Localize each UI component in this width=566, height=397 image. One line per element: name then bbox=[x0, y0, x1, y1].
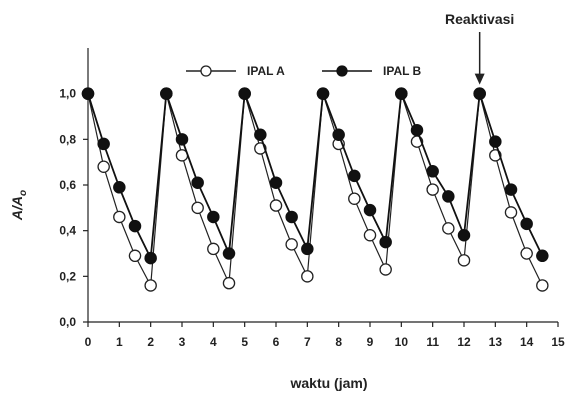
x-tick-label: 3 bbox=[179, 335, 186, 349]
y-axis-title-main: A/A bbox=[9, 196, 25, 221]
legend: IPAL A IPAL B bbox=[186, 64, 422, 78]
reaktivasi-arrow-head bbox=[474, 73, 485, 85]
y-tick-label: 0,2 bbox=[59, 269, 76, 283]
data-point bbox=[520, 247, 533, 260]
x-tick-label: 11 bbox=[426, 335, 439, 349]
data-point bbox=[504, 183, 518, 196]
data-point bbox=[426, 165, 439, 178]
data-point bbox=[489, 135, 502, 148]
x-tick-label: 2 bbox=[147, 335, 154, 349]
y-tick-label: 1,0 bbox=[59, 87, 76, 101]
data-point bbox=[254, 128, 267, 142]
data-point bbox=[395, 87, 408, 100]
data-point bbox=[536, 249, 549, 263]
x-tick-label: 8 bbox=[335, 335, 342, 349]
data-point bbox=[222, 276, 236, 290]
data-point bbox=[410, 123, 424, 137]
data-point bbox=[442, 190, 455, 203]
x-tick-label: 14 bbox=[520, 335, 534, 349]
legend-label-ipal-a: IPAL A bbox=[247, 64, 285, 78]
data-point bbox=[285, 238, 298, 251]
data-point bbox=[379, 235, 392, 249]
data-point bbox=[144, 251, 157, 265]
y-tick-label: 0,6 bbox=[59, 178, 76, 192]
x-tick-label: 7 bbox=[304, 335, 311, 349]
series-line bbox=[87, 90, 544, 262]
reaktivasi-annotation: Reaktivasi bbox=[445, 11, 514, 85]
y-axis-title-subscript: o bbox=[18, 190, 29, 196]
x-ticks: 0 1 2 3 4 5 6 7 8 9 10 11 12 13 14 15 bbox=[85, 322, 565, 349]
data-point bbox=[191, 201, 204, 215]
data-point bbox=[332, 128, 345, 142]
data-point bbox=[301, 242, 314, 256]
data-point bbox=[175, 133, 189, 146]
x-tick-label: 10 bbox=[395, 335, 409, 349]
data-point bbox=[207, 242, 220, 256]
data-point bbox=[97, 160, 110, 173]
data-point bbox=[160, 87, 173, 100]
data-point bbox=[379, 263, 392, 276]
data-point bbox=[363, 228, 377, 242]
data-point bbox=[81, 87, 95, 100]
data-point bbox=[316, 87, 330, 100]
x-tick-label: 15 bbox=[551, 335, 565, 349]
series-1 bbox=[81, 87, 549, 265]
data-point bbox=[301, 270, 314, 283]
data-point bbox=[144, 279, 157, 292]
y-axis-title: A/Ao bbox=[9, 190, 29, 221]
data-point bbox=[269, 199, 283, 212]
y-tick-label: 0,0 bbox=[59, 315, 76, 329]
data-point bbox=[269, 176, 283, 189]
legend-item-ipal-a: IPAL A bbox=[186, 64, 285, 78]
data-point bbox=[207, 210, 220, 224]
data-point bbox=[473, 87, 486, 100]
data-point bbox=[128, 249, 142, 263]
y-ticks: 0,0 0,2 0,4 0,6 0,8 1,0 bbox=[59, 87, 88, 329]
x-tick-label: 12 bbox=[457, 335, 471, 349]
x-tick-label: 6 bbox=[273, 335, 280, 349]
data-point bbox=[457, 228, 471, 242]
data-point bbox=[457, 254, 471, 267]
data-point bbox=[348, 192, 361, 205]
data-point bbox=[113, 181, 126, 194]
x-tick-label: 9 bbox=[367, 335, 374, 349]
legend-item-ipal-b: IPAL B bbox=[322, 64, 422, 78]
data-point bbox=[536, 279, 549, 292]
x-tick-label: 0 bbox=[85, 335, 92, 349]
data-point bbox=[113, 210, 126, 224]
data-point bbox=[520, 217, 533, 231]
legend-marker-ipal-a bbox=[200, 65, 212, 77]
data-point bbox=[285, 210, 298, 224]
y-tick-label: 0,8 bbox=[59, 132, 76, 146]
y-tick-label: 0,4 bbox=[59, 224, 76, 238]
x-tick-label: 13 bbox=[489, 335, 503, 349]
data-point bbox=[222, 247, 236, 260]
data-point bbox=[128, 219, 142, 233]
data-point bbox=[504, 206, 518, 219]
data-point bbox=[97, 137, 110, 151]
legend-marker-ipal-b bbox=[336, 65, 348, 77]
data-point bbox=[238, 87, 251, 100]
series-layer bbox=[81, 87, 549, 292]
legend-label-ipal-b: IPAL B bbox=[383, 64, 422, 78]
data-point bbox=[348, 169, 361, 183]
data-point bbox=[426, 183, 439, 196]
reaktivasi-label: Reaktivasi bbox=[445, 11, 514, 27]
data-point bbox=[191, 176, 204, 189]
x-tick-label: 1 bbox=[116, 335, 123, 349]
data-point bbox=[363, 203, 377, 217]
x-tick-label: 4 bbox=[210, 335, 217, 349]
x-axis-title: waktu (jam) bbox=[289, 375, 367, 391]
data-point bbox=[442, 222, 455, 235]
x-tick-label: 5 bbox=[241, 335, 248, 349]
